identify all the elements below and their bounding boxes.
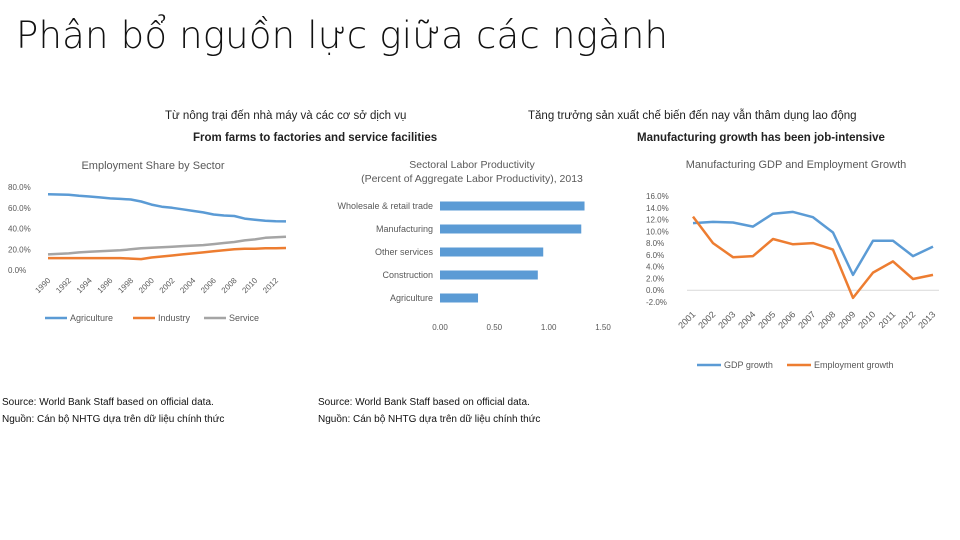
right-heading-en: Manufacturing growth has been job-intens…: [637, 132, 885, 144]
category-label: Construction: [382, 270, 433, 280]
category-label: Agriculture: [390, 293, 433, 303]
y-tick-label: -2.0%: [646, 298, 667, 307]
x-tick-label: 1.00: [541, 323, 557, 332]
x-tick-label: 1998: [116, 276, 135, 295]
x-tick-label: 1990: [33, 276, 52, 295]
y-tick-label: 14.0%: [646, 204, 669, 213]
x-tick-label: 2004: [178, 276, 197, 295]
manufacturing-growth-chart: Manufacturing GDP and Employment Growth -…: [646, 159, 939, 370]
y-tick-label: 0.0%: [8, 266, 26, 275]
category-label: Wholesale & retail trade: [337, 201, 433, 211]
employment-share-chart: Employment Share by Sector 0.0% 20.0% 40.0%…: [8, 160, 287, 323]
legend-label-gdp: GDP growth: [724, 360, 773, 370]
series-line-gdp: [692, 210, 934, 277]
left-source-vi: Nguồn: Cán bộ NHTG dựa trên dữ liệu chín…: [2, 414, 225, 425]
x-tick-label: 2003: [716, 309, 737, 330]
y-tick-label: 10.0%: [646, 227, 669, 236]
y-tick-label: 40.0%: [8, 225, 31, 234]
y-tick-label: 80.0%: [8, 183, 31, 192]
x-tick-label: 2007: [796, 309, 817, 330]
bar: [440, 247, 544, 257]
bar: [440, 201, 585, 211]
x-tick-label: 2013: [916, 309, 937, 330]
legend-label-employment: Employment growth: [814, 360, 894, 370]
series-line-service: [47, 235, 287, 256]
x-tick-label: 2002: [158, 276, 177, 295]
x-tick-label: 2000: [137, 276, 156, 295]
x-tick-label: 2012: [896, 309, 917, 330]
x-tick-label: 2004: [736, 309, 757, 330]
series-line-industry: [48, 246, 287, 261]
chart-subtitle: (Percent of Aggregate Labor Productivity…: [361, 173, 583, 185]
legend-label-service: Service: [229, 313, 259, 323]
y-tick-label: 20.0%: [8, 245, 31, 254]
chart-title: Employment Share by Sector: [81, 160, 224, 172]
x-tick-label: 2011: [877, 309, 898, 330]
bar: [440, 270, 538, 280]
y-tick-label: 2.0%: [646, 274, 664, 283]
category-label: Other services: [375, 247, 434, 257]
y-tick-label: 16.0%: [646, 192, 669, 201]
mid-source-en: Source: World Bank Staff based on offici…: [318, 397, 530, 408]
x-tick-label: 1992: [54, 276, 73, 295]
x-tick-label: 2009: [836, 309, 857, 330]
right-heading-vi: Tăng trưởng sản xuất chế biến đến nay vẫ…: [528, 110, 857, 122]
y-tick-label: 6.0%: [646, 251, 664, 260]
x-tick-label: 2006: [776, 309, 797, 330]
y-tick-label: 4.0%: [646, 263, 664, 272]
x-tick-label: 2008: [816, 309, 837, 330]
bar: [440, 293, 479, 303]
x-tick-label: 2008: [220, 276, 239, 295]
chart-title: Sectoral Labor Productivity: [409, 159, 535, 171]
category-label: Manufacturing: [376, 224, 433, 234]
x-tick-label: 1.50: [595, 323, 611, 332]
mid-source-vi: Nguồn: Cán bộ NHTG dựa trên dữ liệu chín…: [318, 414, 541, 425]
x-tick-label: 2012: [261, 276, 280, 295]
left-heading-en: From farms to factories and service faci…: [193, 132, 438, 144]
y-tick-label: 8.0%: [646, 239, 664, 248]
slide-title: Phân bổ nguồn lực giữa các ngành: [16, 14, 669, 57]
x-tick-label: 2010: [240, 276, 259, 295]
series-line-agriculture: [47, 193, 287, 223]
y-tick-label: 60.0%: [8, 204, 31, 213]
bar: [440, 224, 582, 234]
series-line-employment: [692, 215, 934, 300]
legend-label-industry: Industry: [158, 313, 191, 323]
x-tick-label: 1996: [96, 276, 115, 295]
x-tick-label: 2001: [676, 309, 697, 330]
legend-label-agriculture: Agriculture: [70, 313, 113, 323]
sectoral-productivity-chart: Sectoral Labor Productivity (Percent of A…: [337, 159, 611, 332]
x-tick-label: 2010: [856, 309, 877, 330]
x-tick-label: 2006: [199, 276, 218, 295]
x-tick-label: 0.00: [432, 323, 448, 332]
left-heading-vi: Từ nông trại đến nhà máy và các cơ sở dị…: [165, 110, 407, 122]
left-source-en: Source: World Bank Staff based on offici…: [2, 397, 214, 408]
x-tick-label: 2005: [756, 309, 777, 330]
x-tick-label: 2002: [696, 309, 717, 330]
chart-title: Manufacturing GDP and Employment Growth: [686, 159, 907, 171]
x-tick-label: 1994: [75, 276, 94, 295]
x-tick-label: 0.50: [487, 323, 503, 332]
y-tick-label: 0.0%: [646, 286, 664, 295]
y-tick-label: 12.0%: [646, 216, 669, 225]
